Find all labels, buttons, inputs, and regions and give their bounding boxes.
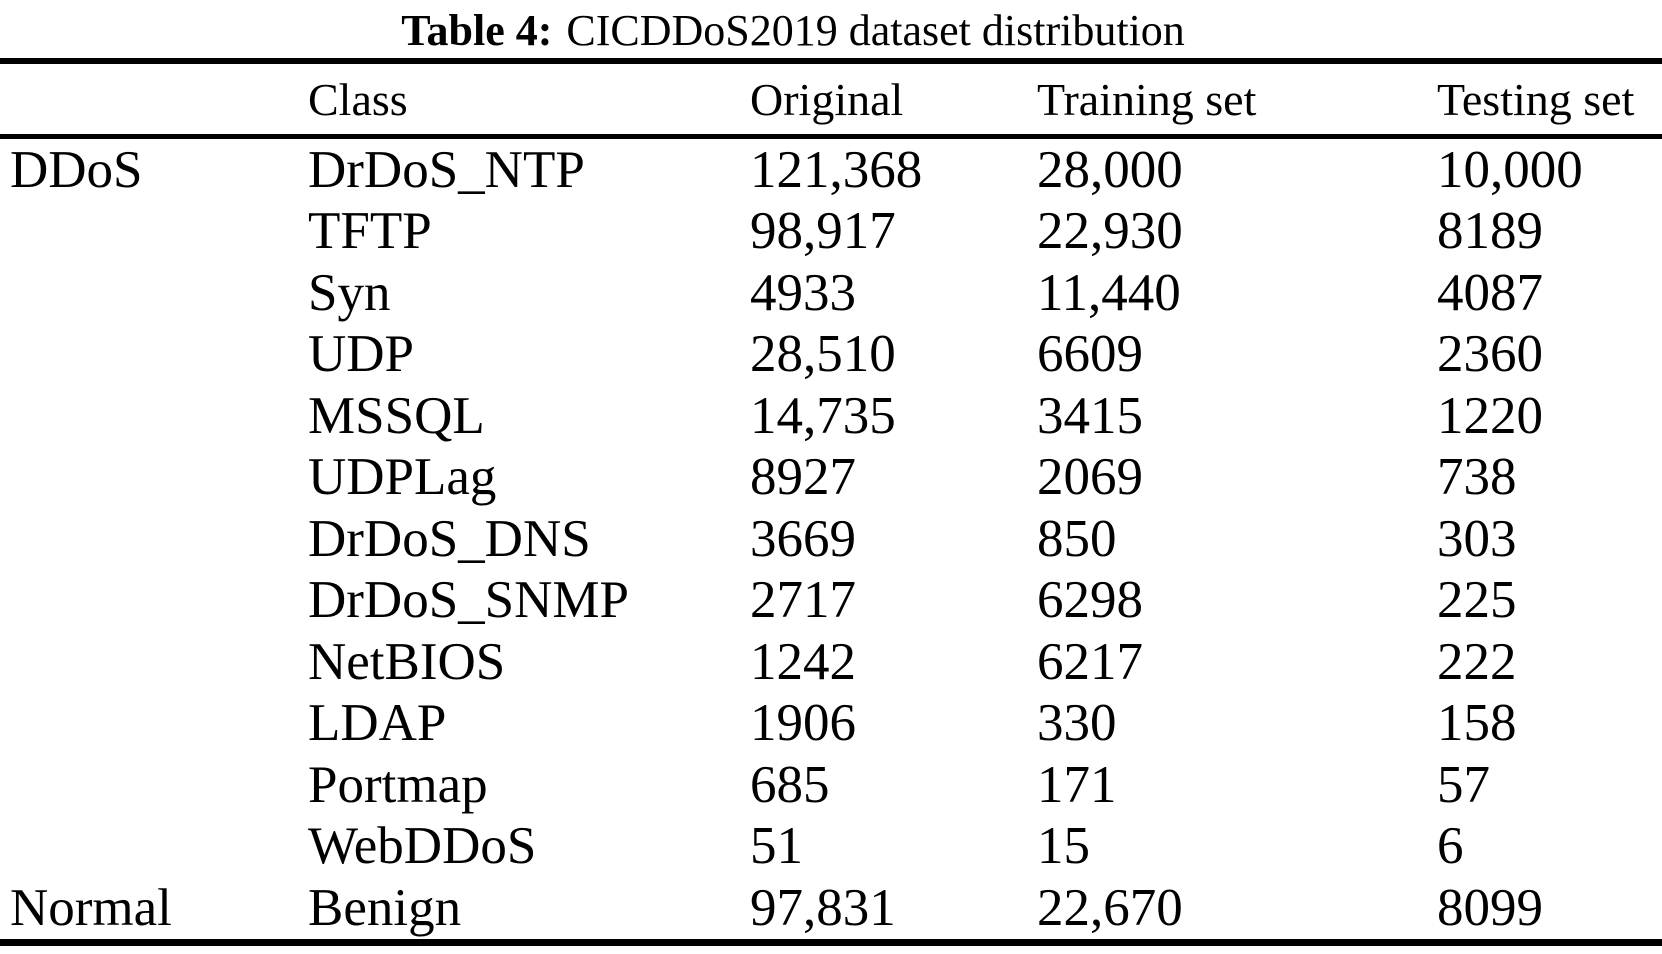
cell-group [0,816,308,878]
cell-original: 28,510 [750,325,896,384]
header-row: Class Original Training set Testing set [0,61,1662,139]
cell-group [0,570,308,632]
cell-group: DDoS [10,140,143,199]
cell-testing: 303 [1437,509,1517,568]
cell-testing: 225 [1437,571,1517,630]
cell-training: 15 [1037,817,1090,876]
cell-class: WebDDoS [308,817,537,876]
cell-training: 850 [1037,509,1117,568]
cell-training: 6217 [1037,632,1143,691]
table-row: MSSQL 14,735 3415 1220 [0,385,1662,447]
cell-original: 121,368 [750,140,923,199]
cell-class: UDP [308,325,415,384]
cell-original: 98,917 [750,202,896,261]
cell-testing: 8099 [1437,878,1543,937]
table-row: DrDoS_DNS 3669 850 303 [0,508,1662,570]
header-group [0,61,308,139]
table-row: DrDoS_SNMP 2717 6298 225 [0,570,1662,632]
cell-original: 8927 [750,448,856,507]
cell-testing: 1220 [1437,386,1543,445]
table-row: Normal Benign 97,831 22,670 8099 [0,877,1662,942]
cell-original: 1906 [750,694,856,753]
cell-group [0,201,308,263]
cell-group [0,262,308,324]
header-original: Original [750,61,1037,139]
cell-group [0,631,308,693]
table-row: Syn 4933 11,440 4087 [0,262,1662,324]
cell-training: 6298 [1037,571,1143,630]
table-caption-label: Table 4: [401,5,553,55]
table-row: LDAP 1906 330 158 [0,693,1662,755]
cell-testing: 4087 [1437,263,1543,322]
cell-testing: 6 [1437,817,1464,876]
dataset-distribution-table: Class Original Training set Testing set … [0,58,1662,946]
cell-testing: 738 [1437,448,1517,507]
table-caption: Table 4: CICDDoS2019 dataset distributio… [0,2,1624,58]
header-class: Class [308,61,750,139]
cell-original: 14,735 [750,386,896,445]
cell-group [0,447,308,509]
table-header: Class Original Training set Testing set [0,61,1662,139]
cell-class: Syn [308,263,391,322]
cell-class: DrDoS_SNMP [308,571,630,630]
cell-group [0,508,308,570]
cell-training: 171 [1037,755,1117,814]
cell-class: NetBIOS [308,632,506,691]
table-row: TFTP 98,917 22,930 8189 [0,201,1662,263]
table-row: NetBIOS 1242 6217 222 [0,631,1662,693]
cell-training: 6609 [1037,325,1143,384]
cell-class: UDPLag [308,448,497,507]
cell-group [0,324,308,386]
table-row: UDPLag 8927 2069 738 [0,447,1662,509]
cell-class: MSSQL [308,386,485,445]
header-testing-set: Testing set [1437,61,1662,139]
cell-training: 22,930 [1037,202,1183,261]
cell-testing: 10,000 [1437,140,1583,199]
cell-original: 97,831 [750,878,896,937]
cell-original: 685 [750,755,830,814]
cell-group [0,754,308,816]
cell-class: DrDoS_DNS [308,509,591,568]
table-caption-text: CICDDoS2019 dataset distribution [566,5,1185,55]
cell-class: Benign [308,878,462,937]
cell-original: 2717 [750,571,856,630]
table-row: DDoS DrDoS_NTP 121,368 28,000 10,000 [0,137,1662,201]
cell-group [0,693,308,755]
cell-training: 28,000 [1037,140,1183,199]
cell-original: 51 [750,817,803,876]
cell-training: 11,440 [1037,263,1181,322]
cell-training: 22,670 [1037,878,1183,937]
cell-original: 4933 [750,263,856,322]
cell-training: 2069 [1037,448,1143,507]
cell-testing: 2360 [1437,325,1543,384]
header-training-set: Training set [1037,61,1437,139]
cell-testing: 8189 [1437,202,1543,261]
table-row: UDP 28,510 6609 2360 [0,324,1662,386]
cell-original: 1242 [750,632,856,691]
cell-training: 330 [1037,694,1117,753]
cell-group: Normal [10,878,172,937]
table-row: WebDDoS 51 15 6 [0,816,1662,878]
cell-training: 3415 [1037,386,1143,445]
cell-original: 3669 [750,509,856,568]
cell-class: DrDoS_NTP [308,140,585,199]
cell-group [0,385,308,447]
cell-testing: 158 [1437,694,1517,753]
table-row: Portmap 685 171 57 [0,754,1662,816]
cell-class: Portmap [308,755,488,814]
cell-class: LDAP [308,694,447,753]
table-body: DDoS DrDoS_NTP 121,368 28,000 10,000 TFT… [0,137,1662,943]
cell-testing: 222 [1437,632,1517,691]
cell-class: TFTP [308,202,432,261]
cell-testing: 57 [1437,755,1490,814]
